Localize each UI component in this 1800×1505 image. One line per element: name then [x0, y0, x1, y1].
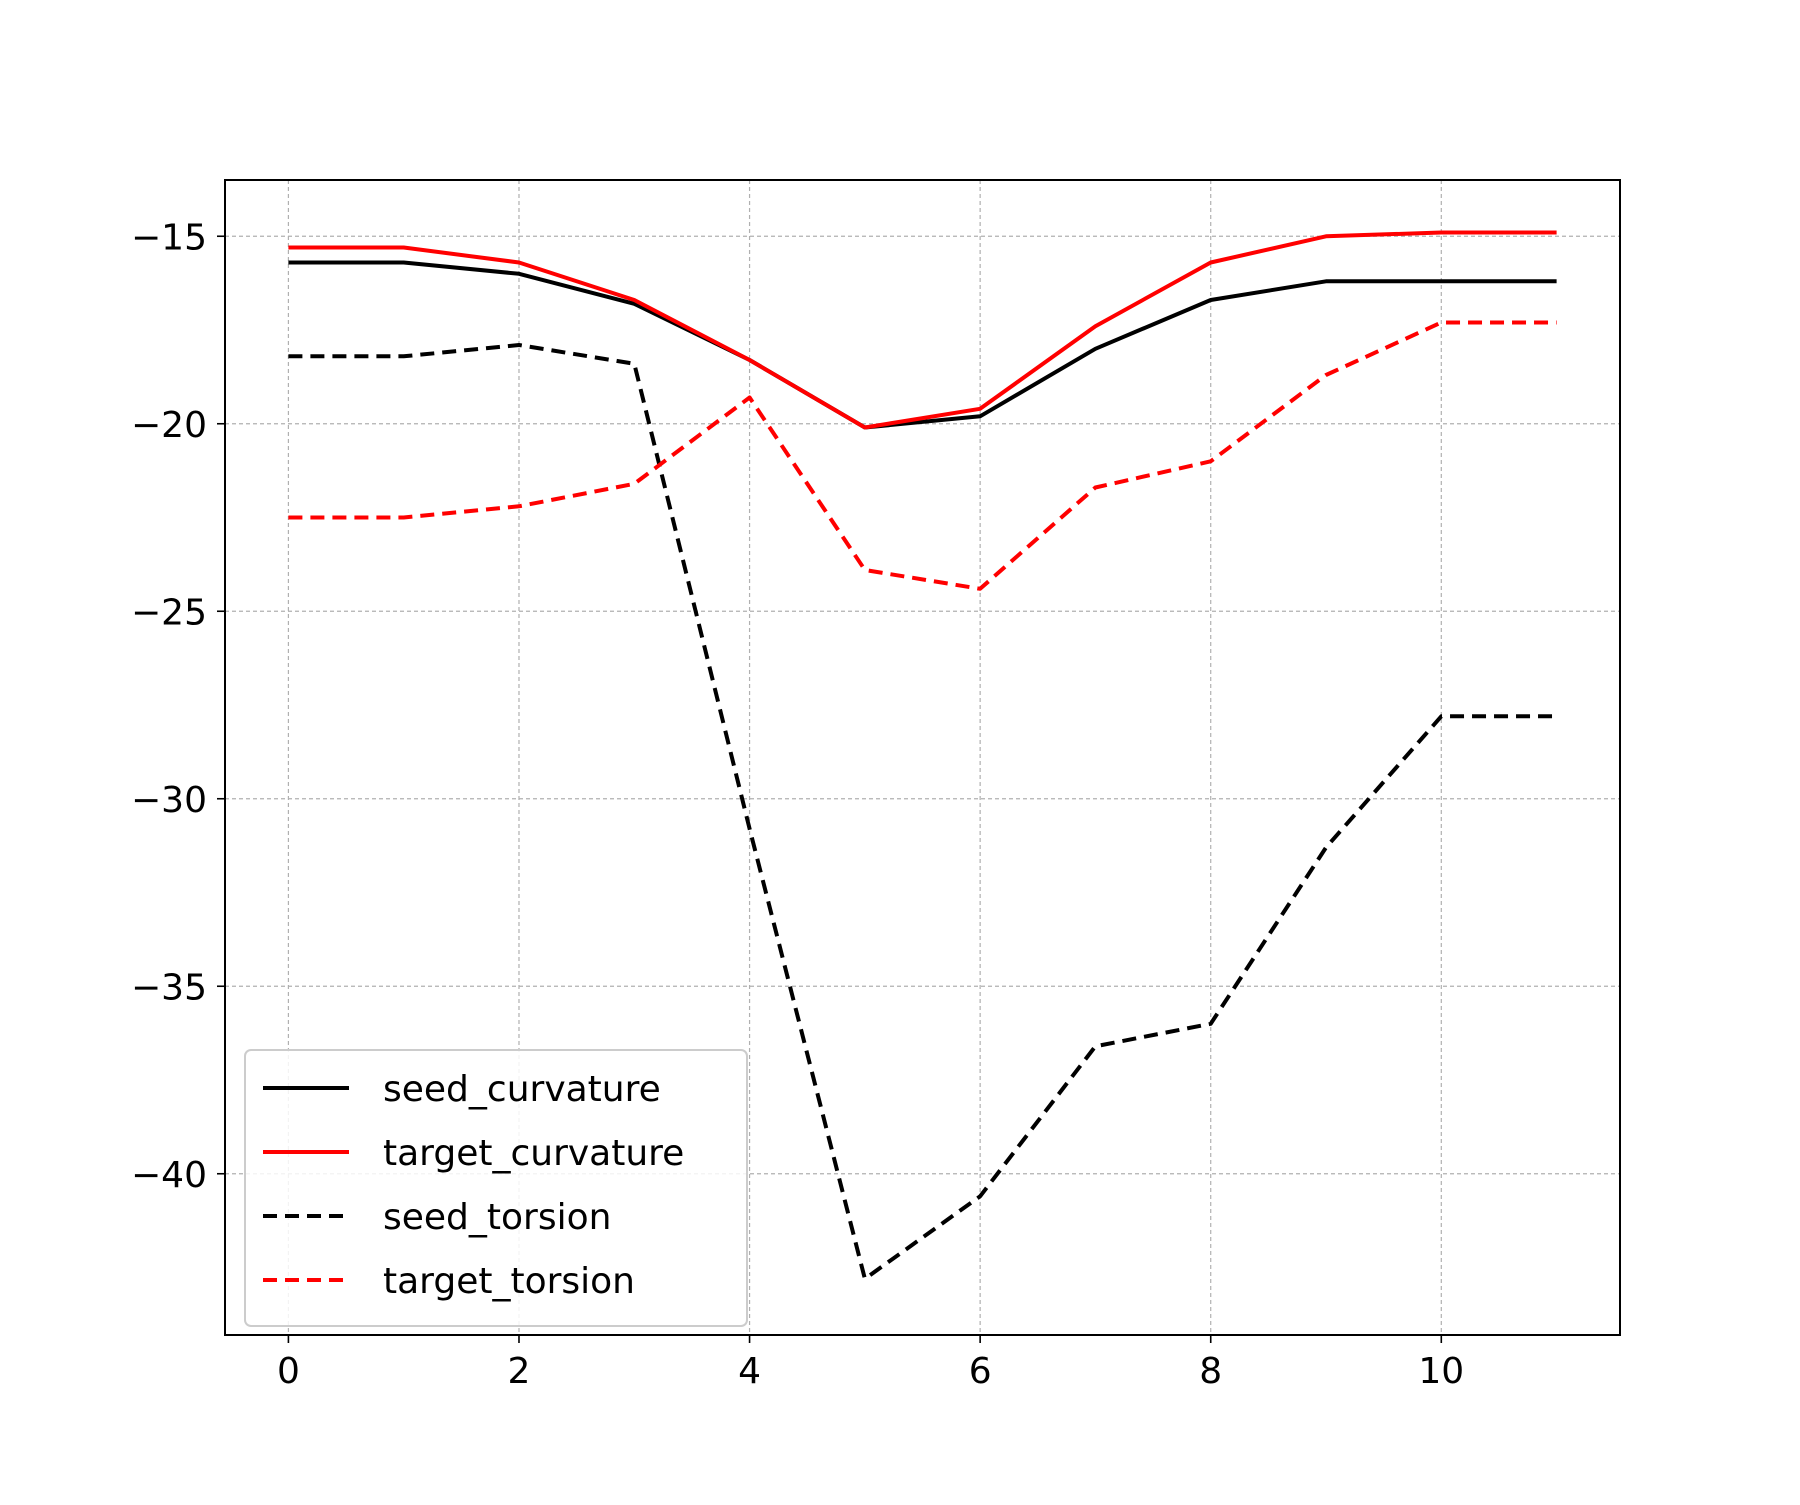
data-point-seed-torsion: [516, 343, 521, 348]
data-point-target-torsion: [978, 586, 983, 591]
data-point-seed-torsion: [862, 1276, 867, 1281]
data-point-seed-curvature: [401, 260, 406, 265]
data-point-seed-curvature: [1439, 279, 1444, 284]
y-tick-label: −35: [131, 967, 207, 1008]
data-point-seed-torsion: [1554, 714, 1559, 719]
plot-frame: [224, 179, 1621, 1336]
data-point-seed-curvature: [286, 260, 291, 265]
data-point-target-curvature: [1208, 260, 1213, 265]
legend-label: seed_torsion: [383, 1197, 611, 1238]
data-point-seed-torsion: [1093, 1044, 1098, 1049]
data-point-seed-torsion: [1439, 714, 1444, 719]
legend-label: seed_curvature: [383, 1069, 661, 1110]
data-point-target-curvature: [516, 260, 521, 265]
series-lines: [286, 230, 1559, 1281]
data-point-target-torsion: [401, 515, 406, 520]
data-point-target-curvature: [1093, 324, 1098, 329]
data-point-target-curvature: [401, 245, 406, 250]
legend-label: target_torsion: [383, 1261, 635, 1302]
data-point-seed-torsion: [978, 1194, 983, 1199]
y-axis: −15 −20 −25 −30 −35 −40: [131, 217, 225, 1196]
data-point-target-torsion: [632, 481, 637, 486]
data-point-target-torsion: [747, 395, 752, 400]
series-line-seed-torsion: [288, 343, 1557, 1281]
data-point-target-torsion: [862, 568, 867, 573]
data-point-seed-torsion: [1324, 845, 1329, 850]
y-tick-label: −15: [131, 217, 207, 258]
x-tick-label: 0: [277, 1351, 300, 1392]
x-tick-label: 4: [738, 1351, 761, 1392]
data-point-seed-curvature: [978, 414, 983, 419]
y-tick-label: −40: [131, 1155, 207, 1196]
data-point-target-curvature: [978, 406, 983, 411]
data-point-target-torsion: [516, 504, 521, 509]
legend: seed_curvature target_curvature seed_torsi…: [244, 1049, 748, 1327]
x-tick-label: 8: [1199, 1351, 1222, 1392]
x-tick-label: 2: [508, 1351, 531, 1392]
data-point-target-curvature: [1439, 230, 1444, 235]
data-point-seed-torsion: [632, 361, 637, 366]
x-axis: 0 2 4 6 8 10: [277, 1335, 1464, 1392]
x-tick-label: 10: [1418, 1351, 1464, 1392]
data-point-target-curvature: [747, 358, 752, 363]
data-point-target-torsion: [1554, 320, 1559, 325]
data-point-target-curvature: [1554, 230, 1559, 235]
data-point-target-torsion: [286, 515, 291, 520]
y-tick-label: −30: [131, 780, 207, 821]
data-point-seed-torsion: [286, 354, 291, 359]
data-point-seed-curvature: [516, 271, 521, 276]
legend-box: [244, 1049, 748, 1327]
data-point-target-curvature: [862, 425, 867, 430]
series-line-seed-curvature: [288, 260, 1557, 430]
series-line-target-torsion: [288, 320, 1557, 591]
y-tick-label: −20: [131, 405, 207, 446]
data-point-target-torsion: [1324, 373, 1329, 378]
data-point-seed-curvature: [1208, 298, 1213, 303]
y-tick-label: −25: [131, 592, 207, 633]
data-point-target-curvature: [286, 245, 291, 250]
data-point-seed-torsion: [1208, 1021, 1213, 1026]
data-point-target-torsion: [1093, 485, 1098, 490]
x-tick-label: 6: [969, 1351, 992, 1392]
data-point-target-curvature: [632, 298, 637, 303]
data-point-target-torsion: [1439, 320, 1444, 325]
data-point-target-curvature: [1324, 234, 1329, 239]
data-point-seed-torsion: [747, 826, 752, 831]
data-point-seed-curvature: [1324, 279, 1329, 284]
legend-label: target_curvature: [383, 1133, 684, 1174]
series-line-target-curvature: [288, 230, 1557, 430]
data-point-seed-curvature: [1554, 279, 1559, 284]
data-point-seed-curvature: [1093, 346, 1098, 351]
data-point-target-torsion: [1208, 459, 1213, 464]
data-point-seed-torsion: [401, 354, 406, 359]
